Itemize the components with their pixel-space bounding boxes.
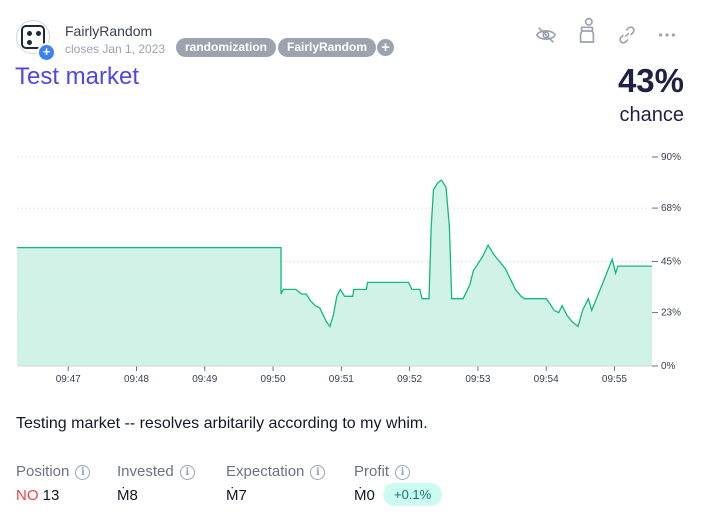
x-tick-label: 09:51 <box>329 374 354 385</box>
x-tick-label: 09:48 <box>124 374 149 385</box>
position-shares: 13 <box>42 487 60 504</box>
y-tick-label: 0% <box>661 361 676 372</box>
info-icon[interactable]: i <box>310 465 326 480</box>
tag-fairlyrandom[interactable]: FairlyRandom <box>278 38 377 57</box>
probability-label: chance <box>619 104 685 126</box>
expectation-value: Ṁ7 <box>226 487 247 504</box>
link-icon[interactable] <box>616 24 638 46</box>
position-outcome: NO <box>16 487 39 504</box>
more-icon[interactable] <box>656 24 678 46</box>
probability-chart[interactable]: 0% 23% 45% 68% 90% 09:47 09:48 09:49 09:50 09:51 0… <box>0 145 705 390</box>
position-value: NO 13 <box>16 487 59 504</box>
x-tick-label: 09:47 <box>56 374 81 385</box>
x-tick-label: 09:52 <box>397 374 422 385</box>
tag-randomization[interactable]: randomization <box>176 38 277 57</box>
market-title: Test market <box>15 63 140 90</box>
probability-line <box>17 179 652 328</box>
x-tick-label: 09:53 <box>465 374 490 385</box>
x-tick-label: 09:54 <box>534 374 559 385</box>
info-icon[interactable]: i <box>395 465 411 480</box>
x-tick-label: 09:49 <box>192 374 217 385</box>
invested-label: Invested i <box>117 463 195 480</box>
expectation-label: Expectation i <box>226 463 326 480</box>
dice-icon <box>21 25 45 49</box>
x-tick-label: 09:50 <box>261 374 286 385</box>
add-tag-button[interactable]: + <box>377 39 394 56</box>
y-tick-label: 23% <box>661 308 681 319</box>
market-description: Testing market -- resolves arbitarily ac… <box>16 415 428 432</box>
follow-plus-icon[interactable]: + <box>37 43 56 62</box>
info-icon[interactable]: i <box>179 465 195 480</box>
y-tick-label: 90% <box>661 152 681 163</box>
position-label: Position i <box>16 463 91 480</box>
profit-percent-badge: +0.1% <box>383 483 443 506</box>
probability-value: 43% <box>617 62 684 99</box>
close-date: closes Jan 1, 2023 <box>65 42 166 56</box>
invested-value: Ṁ8 <box>117 487 138 504</box>
eye-off-icon[interactable] <box>535 24 557 46</box>
profit-value: Ṁ0 <box>354 487 375 504</box>
info-icon[interactable]: i <box>75 465 91 480</box>
profit-label: Profit i <box>354 463 411 480</box>
probability-area <box>17 180 652 366</box>
y-tick-label: 68% <box>661 203 681 214</box>
y-tick-label: 45% <box>661 257 681 268</box>
creator-avatar[interactable]: + <box>16 20 56 62</box>
x-tick-label: 09:55 <box>602 374 627 385</box>
creator-name[interactable]: FairlyRandom <box>65 23 153 39</box>
jar-icon[interactable] <box>576 17 598 45</box>
